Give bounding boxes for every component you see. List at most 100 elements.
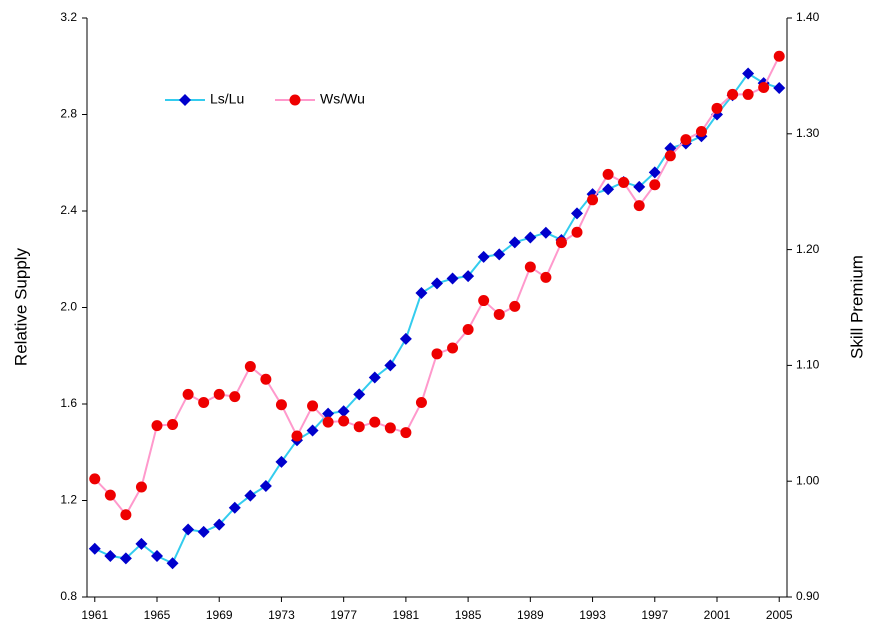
data-point [742,67,755,80]
data-point [742,88,754,100]
x-tick-label: 1993 [579,608,606,622]
data-point [244,361,256,373]
x-tick-label: 1965 [144,608,171,622]
data-point [524,231,537,244]
data-point [618,176,630,188]
data-point [446,272,459,285]
data-point [368,371,381,384]
data-point [120,509,132,521]
x-tick-label: 1981 [393,608,420,622]
y-tick-label: 2.8 [60,107,77,121]
x-tick-label: 1989 [517,608,544,622]
data-point [244,489,257,502]
data-point [431,348,443,360]
data-point [431,277,443,290]
x-tick-label: 1985 [455,608,482,622]
data-point [602,168,614,180]
data-point [415,396,427,408]
y-tick-label: 0.8 [60,589,77,603]
x-tick-label: 2001 [704,608,731,622]
data-point [151,549,163,562]
data-point [353,388,366,401]
data-point [415,287,428,300]
x-tick-label: 1997 [641,608,668,622]
y-tick-label: 1.2 [60,493,77,507]
data-point [571,207,583,220]
y-tick-label: 3.2 [60,10,77,24]
data-point [182,523,195,536]
data-point [259,480,272,493]
data-point [649,179,661,191]
data-point [711,102,723,114]
data-point [166,557,179,570]
data-point [462,324,474,336]
data-point [104,549,117,562]
data-point [213,518,226,531]
data-point [399,332,412,345]
data-point [291,430,303,442]
y2-tick-label: 1.00 [796,473,820,487]
y2-tick-label: 0.90 [796,589,820,603]
data-point [633,180,646,193]
x-tick-label: 1961 [81,608,108,622]
data-point [680,134,692,146]
x-tick-label: 1977 [330,608,357,622]
data-point [555,237,567,249]
data-point [447,342,459,354]
data-point [275,399,287,411]
series-line [94,72,780,565]
data-point [337,405,350,418]
y-tick-label: 2.4 [60,203,77,217]
data-point [119,552,132,565]
y2-tick-label: 1.20 [796,242,820,256]
data-point [88,542,101,555]
data-point [197,525,210,538]
data-point [540,271,552,283]
data-point [384,359,397,372]
legend-text: Ls/Lu [210,91,244,107]
data-point [773,50,785,62]
data-point [758,81,770,93]
y2-tick-label: 1.10 [796,358,820,372]
data-point [353,421,365,433]
data-point [135,481,147,493]
y-tick-label: 1.6 [60,396,77,410]
data-point [307,400,319,412]
data-point [322,416,334,428]
data-point [306,424,319,437]
data-point [602,183,615,196]
x-tick-label: 2005 [766,608,793,622]
data-point [509,300,521,312]
legend-marker [289,94,301,106]
data-point [633,200,645,212]
data-point [648,166,661,179]
data-point [135,537,148,550]
data-point [275,455,288,468]
data-point [338,415,350,427]
legend-text: Ws/Wu [320,91,365,107]
data-point [477,250,490,263]
data-point [478,295,490,307]
y2-tick-label: 1.40 [796,10,820,24]
y2-axis-title: Skill Premium [847,255,866,359]
data-point [89,473,101,485]
data-point [462,270,475,283]
data-point [727,88,739,100]
data-point [508,236,521,249]
data-point [400,427,412,439]
y2-tick-label: 1.30 [796,126,820,140]
data-point [493,248,506,261]
data-point [151,420,163,432]
data-point [229,391,241,403]
data-point [384,422,396,434]
data-point [213,388,225,400]
data-point [587,194,599,206]
y-axis-title: Relative Supply [11,247,30,366]
data-point [198,396,210,408]
data-point [167,418,179,430]
x-tick-label: 1969 [206,608,233,622]
data-point [695,125,707,137]
data-point [664,150,676,162]
